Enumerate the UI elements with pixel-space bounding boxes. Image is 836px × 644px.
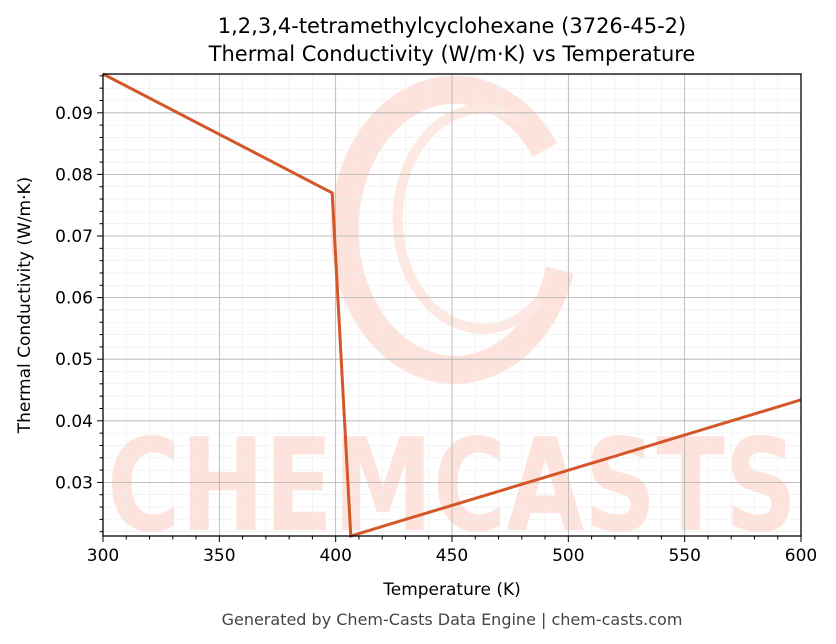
x-axis: 300 350 400 450 500 550 600 [87,536,817,566]
y-tick-label: 0.09 [55,104,93,124]
y-tick-label: 0.04 [55,412,93,432]
y-axis-label: Thermal Conductivity (W/m·K) [15,177,35,435]
series-line-0 [102,72,802,538]
y-tick-label: 0.03 [55,473,93,493]
x-tick-label: 350 [203,546,235,566]
footer-text: Generated by Chem-Casts Data Engine | ch… [222,610,683,629]
watermark-logo [330,75,574,384]
y-tick-label: 0.05 [55,350,93,370]
x-tick-label: 550 [668,546,700,566]
y-tick-label: 0.08 [55,165,93,185]
y-tick-label: 0.07 [55,227,93,247]
x-tick-label: 600 [785,546,817,566]
x-tick-label: 500 [552,546,584,566]
x-tick-label: 400 [319,546,351,566]
x-tick-label: 300 [87,546,119,566]
chart-title-line-1: 1,2,3,4-tetramethylcyclohexane (3726-45-… [218,14,686,38]
chart-title-line-2: Thermal Conductivity (W/m·K) vs Temperat… [208,42,696,66]
y-axis: 0.03 0.04 0.05 0.06 0.07 0.08 0.09 [55,75,103,533]
y-tick-label: 0.06 [55,289,93,309]
x-axis-label: Temperature (K) [382,580,521,600]
series-layer [102,72,802,538]
x-tick-label: 450 [436,546,468,566]
